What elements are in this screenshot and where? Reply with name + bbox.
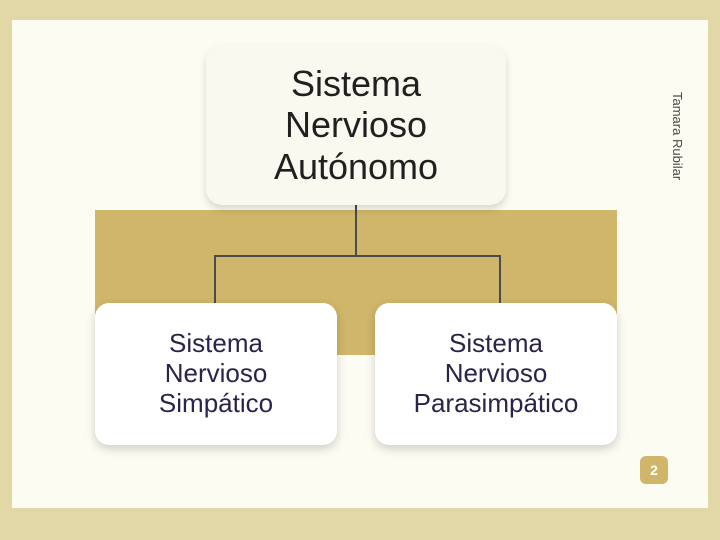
root-node: Sistema Nervioso Autónomo: [206, 45, 506, 205]
root-node-label: Sistema Nervioso Autónomo: [274, 63, 438, 187]
child-node-parasimpatico: Sistema Nervioso Parasimpático: [375, 303, 617, 445]
page-number: 2: [640, 456, 668, 484]
connector-hbar: [214, 255, 499, 257]
page-number-text: 2: [650, 462, 658, 478]
connector-left-down: [214, 255, 216, 303]
child-node-label: Sistema Nervioso Parasimpático: [414, 329, 579, 419]
slide: Sistema Nervioso Autónomo Sistema Nervio…: [0, 0, 720, 540]
author-text: Tamara Rubilar: [670, 92, 685, 180]
author-label: Tamara Rubilar: [670, 92, 685, 180]
child-node-label: Sistema Nervioso Simpático: [159, 329, 273, 419]
child-node-simpatico: Sistema Nervioso Simpático: [95, 303, 337, 445]
connector-root-down: [355, 205, 357, 255]
connector-right-down: [499, 255, 501, 303]
